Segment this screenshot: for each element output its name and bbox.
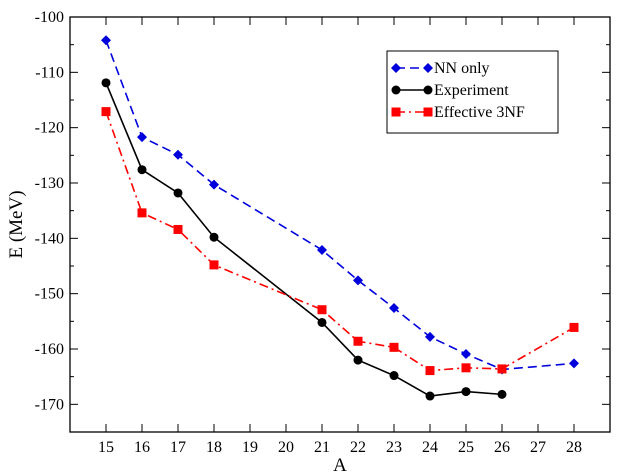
data-point-experiment <box>101 78 111 88</box>
legend: NN only Experiment Effective 3NF <box>386 50 559 134</box>
legend-marker-nn-only <box>391 63 401 73</box>
y-tick-label: -110 <box>35 64 64 81</box>
data-point-nn-only <box>425 331 435 342</box>
data-point-effective-3nf <box>137 208 147 218</box>
data-point-effective-3nf <box>101 107 111 117</box>
ticks-layer: 15 16 17 18 19 20 21 22 23 24 25 26 27 28 -170 -160 -150… <box>35 9 610 456</box>
data-point-nn-only <box>317 244 327 255</box>
data-point-effective-3nf <box>173 224 183 234</box>
data-point-nn-only <box>101 35 111 46</box>
legend-marker-nn-only <box>423 63 433 73</box>
y-tick-label: -170 <box>35 396 64 413</box>
series-line-effective-3nf <box>105 111 575 372</box>
plot-frame <box>69 16 611 433</box>
legend-marker-effective-3nf <box>423 107 433 117</box>
x-tick-label: 25 <box>458 439 474 456</box>
y-tick-label: -130 <box>35 175 64 192</box>
series-line-nn-only <box>105 39 575 371</box>
data-point-experiment <box>353 355 363 365</box>
data-point-effective-3nf <box>569 322 579 332</box>
data-point-experiment <box>461 387 471 397</box>
data-point-nn-only <box>209 179 219 190</box>
data-point-nn-only <box>389 303 399 314</box>
legend-box <box>386 50 559 134</box>
y-tick-label: -120 <box>35 120 64 137</box>
data-point-experiment <box>137 165 147 175</box>
data-point-nn-only <box>461 348 471 359</box>
data-point-effective-3nf <box>389 342 399 352</box>
legend-label-nn-only: NN only <box>434 60 490 77</box>
data-point-experiment <box>173 188 183 198</box>
data-point-nn-only <box>353 275 363 286</box>
data-point-effective-3nf <box>317 305 327 315</box>
series-experiment <box>101 78 507 401</box>
data-point-experiment <box>497 389 507 399</box>
x-axis-label: A <box>333 455 347 475</box>
x-tick-label: 19 <box>242 439 258 456</box>
series-line-experiment <box>105 82 503 397</box>
legend-marker-experiment <box>423 85 433 95</box>
y-tick-label: -150 <box>35 286 64 303</box>
x-tick-label: 17 <box>170 439 186 456</box>
data-point-effective-3nf <box>425 366 435 376</box>
legend-item-experiment: Experiment <box>391 82 509 99</box>
data-point-experiment <box>317 317 327 327</box>
legend-marker-effective-3nf <box>391 107 401 117</box>
x-tick-label: 23 <box>386 439 402 456</box>
x-tick-label: 28 <box>566 439 582 456</box>
legend-item-effective-3nf: Effective 3NF <box>391 104 525 121</box>
x-tick-label: 18 <box>206 439 222 456</box>
y-tick-label: -160 <box>35 341 64 358</box>
x-tick-label: 16 <box>134 439 150 456</box>
legend-label-experiment: Experiment <box>434 82 509 99</box>
y-tick-label: -140 <box>35 230 64 247</box>
data-point-nn-only <box>137 132 147 143</box>
x-tick-label: 22 <box>350 439 366 456</box>
data-point-effective-3nf <box>461 363 471 373</box>
data-point-experiment <box>389 371 399 381</box>
x-tick-label: 27 <box>530 439 546 456</box>
legend-label-effective-3nf: Effective 3NF <box>434 104 525 121</box>
x-tick-label: 20 <box>278 439 294 456</box>
y-tick-label: -100 <box>35 9 64 26</box>
legend-marker-experiment <box>391 85 401 95</box>
series-effective-3nf <box>101 107 579 376</box>
x-tick-label: 24 <box>422 439 438 456</box>
data-point-effective-3nf <box>209 260 219 270</box>
x-tick-label: 21 <box>314 439 330 456</box>
data-point-nn-only <box>569 358 579 369</box>
data-point-experiment <box>209 232 219 242</box>
series-nn-only <box>101 35 579 375</box>
series-layer <box>101 35 579 401</box>
x-tick-label: 26 <box>494 439 510 456</box>
y-axis-label: E (MeV) <box>6 190 27 258</box>
x-tick-label: 15 <box>98 439 114 456</box>
data-point-experiment <box>425 391 435 401</box>
legend-item-nn-only: NN only <box>391 60 490 77</box>
data-point-nn-only <box>173 149 183 160</box>
data-point-effective-3nf <box>497 364 507 374</box>
data-point-effective-3nf <box>353 336 363 346</box>
